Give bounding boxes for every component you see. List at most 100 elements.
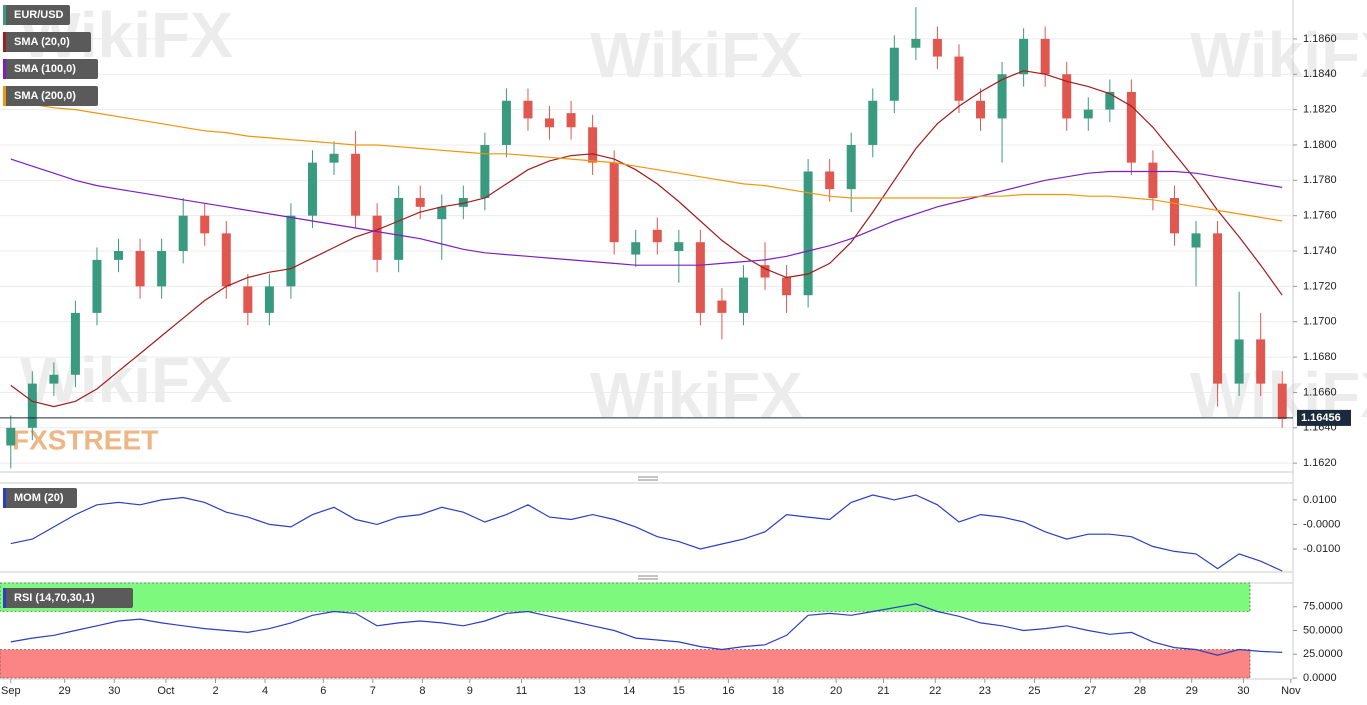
legend-label: SMA (100,0) — [14, 63, 76, 75]
candle-body — [286, 215, 296, 287]
candle-body — [307, 162, 317, 216]
x-tick-label: 4 — [262, 685, 268, 697]
y-tick-label: 1.1820 — [1303, 104, 1337, 116]
x-tick-label: 20 — [830, 685, 842, 697]
x-tick-label: 27 — [1084, 685, 1096, 697]
candle-body — [889, 47, 899, 101]
x-tick-label: 16 — [722, 685, 734, 697]
x-tick-label: 14 — [623, 685, 635, 697]
x-tick-label: 7 — [370, 685, 376, 697]
candle-body — [135, 251, 145, 287]
candle-body — [695, 242, 705, 313]
legend-label: EUR/USD — [14, 9, 64, 21]
candle-body — [6, 427, 16, 446]
x-tick-label: 30 — [108, 685, 120, 697]
candle-body — [1234, 339, 1244, 384]
rsi-zone — [0, 649, 1251, 679]
candle-body — [1126, 91, 1136, 163]
candle-body — [1083, 109, 1093, 119]
y-tick-label: 0.0100 — [1303, 494, 1337, 506]
candle-body — [437, 206, 447, 220]
candle-body — [394, 197, 404, 260]
x-tick-label: 8 — [419, 685, 425, 697]
y-tick-label: 1.1720 — [1303, 280, 1337, 292]
x-tick-label: 25 — [1028, 685, 1040, 697]
x-tick-label: Oct — [157, 685, 174, 697]
y-tick-label: 1.1700 — [1303, 316, 1337, 328]
x-tick-label: 22 — [929, 685, 941, 697]
candle-body — [92, 259, 102, 313]
x-tick-label: 9 — [467, 685, 473, 697]
legend-label: RSI (14,70,30,1) — [14, 592, 95, 604]
candle-body — [1191, 233, 1201, 248]
candle-body — [264, 286, 274, 313]
x-tick-label: 11 — [516, 685, 527, 697]
candle-body — [178, 215, 188, 252]
candle-body — [49, 374, 59, 384]
legend-box — [3, 5, 70, 25]
x-tick-label: Sep — [1, 685, 21, 697]
x-tick-label: 2 — [212, 685, 218, 697]
candle-body — [868, 100, 878, 145]
candle-body — [911, 38, 921, 48]
legend-swatch — [3, 5, 6, 25]
legend-box — [3, 488, 77, 508]
candle-body — [566, 113, 576, 128]
candle-body — [609, 162, 619, 243]
candle-body — [458, 197, 468, 207]
candle-body — [1213, 233, 1223, 384]
y-tick-label: 1.1740 — [1303, 245, 1337, 257]
candle-body — [1040, 38, 1050, 75]
logo: FXSTREET — [12, 424, 158, 455]
candle-body — [329, 153, 339, 163]
candle-body — [70, 312, 80, 375]
legend-box — [3, 32, 91, 52]
candle-body — [221, 233, 231, 287]
y-tick-label: 1.1840 — [1303, 68, 1337, 80]
candle-body — [738, 277, 748, 313]
candle-body — [976, 100, 986, 119]
y-tick-label: -0.0000 — [1303, 518, 1340, 530]
candle-body — [1019, 38, 1029, 75]
x-tick-label: 23 — [979, 685, 991, 697]
candle-body — [997, 74, 1007, 119]
legend-label: SMA (200,0) — [14, 90, 76, 102]
candle-body — [954, 56, 964, 101]
candle-body — [588, 127, 598, 163]
last-price-label: 1.16456 — [1301, 412, 1341, 424]
candle-body — [114, 251, 124, 260]
candle-body — [825, 171, 835, 190]
candle-body — [1256, 339, 1266, 384]
y-tick-label: 1.1760 — [1303, 210, 1337, 222]
series-line — [10, 158, 1283, 266]
legend-box — [3, 86, 98, 106]
y-tick-label: 1.1660 — [1303, 386, 1337, 398]
x-tick-label: 15 — [673, 685, 685, 697]
candle-body — [803, 171, 813, 296]
candle-body — [717, 300, 727, 313]
x-tick-label: 18 — [772, 685, 784, 697]
x-tick-label: 6 — [320, 685, 326, 697]
legend-label: MOM (20) — [14, 492, 64, 504]
y-tick-label: 25.0000 — [1303, 648, 1343, 660]
candle-body — [480, 144, 490, 198]
y-tick-label: 50.0000 — [1303, 624, 1343, 636]
y-tick-label: 1.1860 — [1303, 33, 1337, 45]
x-tick-label: 21 — [877, 685, 889, 697]
x-tick-label: 29 — [59, 685, 71, 697]
y-tick-label: 1.1620 — [1303, 457, 1337, 469]
series-line — [10, 603, 1283, 656]
candle-body — [501, 100, 511, 145]
panel-handle[interactable] — [638, 575, 658, 580]
candle-body — [782, 277, 792, 296]
candle-body — [846, 144, 856, 190]
legend-swatch — [3, 588, 6, 608]
panel-handle[interactable] — [638, 476, 658, 481]
candle-body — [27, 383, 37, 428]
y-tick-label: 0.0000 — [1303, 672, 1337, 684]
rsi-zone — [0, 582, 1251, 612]
candle-body — [1105, 91, 1115, 110]
candle-body — [243, 286, 253, 313]
y-tick-label: 1.1780 — [1303, 174, 1337, 186]
